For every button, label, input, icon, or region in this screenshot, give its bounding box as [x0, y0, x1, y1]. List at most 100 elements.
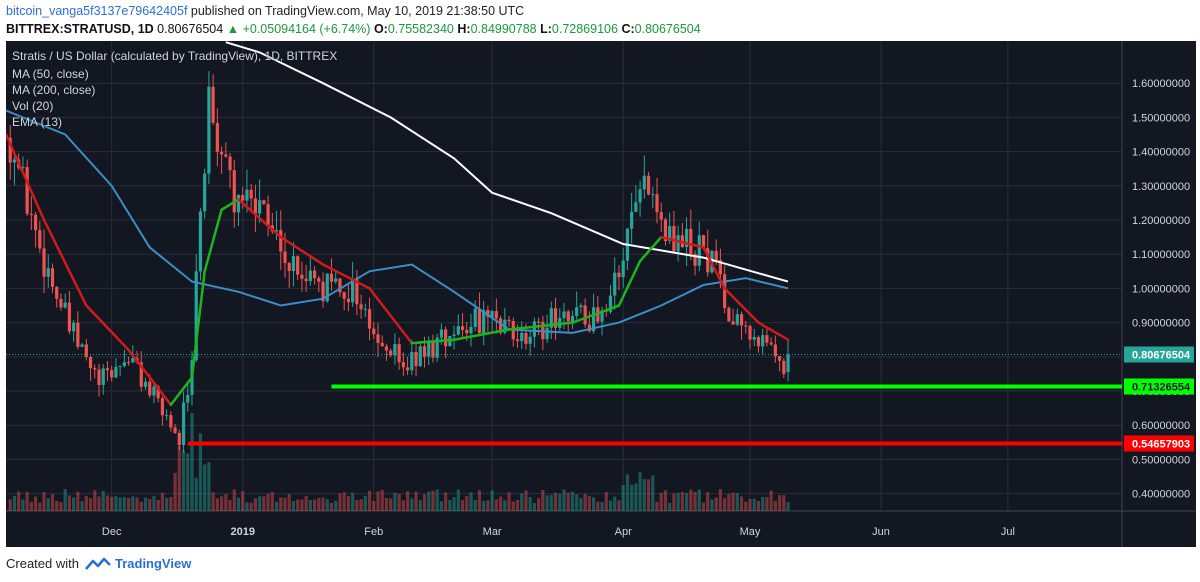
candle-body	[575, 307, 579, 316]
candle-body	[507, 319, 511, 322]
candle-body	[465, 329, 469, 334]
volume-bar	[215, 498, 219, 511]
volume-bar	[435, 489, 439, 511]
candle-body	[786, 354, 790, 372]
candle-body	[549, 308, 553, 328]
candle-body	[300, 274, 304, 279]
legend-ma200[interactable]: MA (200, close)	[12, 83, 96, 97]
volume-bar	[520, 493, 524, 511]
volume-bar	[143, 497, 148, 511]
volume-bar	[232, 489, 236, 511]
volume-bar	[279, 497, 283, 511]
volume-bar	[701, 502, 706, 511]
volume-bar	[659, 492, 663, 511]
volume-bar	[431, 490, 435, 511]
y-tick-label: 1.40000000	[1132, 147, 1190, 159]
volume-bar	[532, 502, 537, 511]
candle-body	[482, 309, 486, 334]
candle-body	[317, 278, 321, 282]
candle-body	[693, 253, 697, 266]
candle-body	[236, 195, 241, 213]
price-label-bg	[1124, 435, 1194, 452]
candle-body	[169, 415, 173, 428]
volume-bar	[304, 496, 308, 511]
candle-body	[435, 337, 439, 358]
price-chart[interactable]: 0.400000000.500000000.600000000.70000000…	[6, 41, 1196, 547]
chart-panel[interactable]: 0.400000000.500000000.600000000.70000000…	[6, 41, 1196, 547]
legend-ema[interactable]: EMA (13)	[12, 115, 63, 129]
volume-bar	[101, 490, 105, 511]
author-link[interactable]: bitcoin_vanga5f3137e79642405f	[6, 4, 188, 18]
volume-bar	[706, 492, 710, 511]
volume-bar	[752, 498, 756, 511]
volume-bar	[765, 497, 769, 511]
candle-body	[756, 337, 761, 347]
volume-bar	[718, 489, 723, 511]
volume-bar	[181, 450, 186, 511]
y-tick-label: 1.60000000	[1132, 78, 1190, 90]
candle-body	[642, 175, 646, 190]
volume-bar	[482, 500, 486, 511]
volume-bar	[456, 489, 460, 511]
volume-bar	[710, 499, 714, 511]
volume-bar	[160, 492, 165, 511]
volume-bar	[448, 499, 452, 511]
candle-body	[88, 357, 93, 368]
candle-body	[101, 368, 105, 386]
candle-body	[118, 365, 122, 367]
candle-body	[139, 362, 143, 387]
candle-body	[494, 310, 498, 319]
volume-bar	[389, 498, 393, 511]
candle-body	[359, 304, 363, 310]
x-tick-label: Apr	[615, 526, 632, 538]
volume-bar	[634, 483, 638, 511]
volume-bar	[165, 497, 169, 511]
candle-body	[608, 295, 613, 312]
ema-segment	[757, 321, 790, 341]
volume-bar	[486, 500, 490, 511]
candles	[8, 71, 790, 453]
volume-bar	[173, 472, 177, 511]
legend-vol[interactable]: Vol (20)	[12, 99, 54, 113]
volume-bar	[84, 495, 88, 511]
tradingview-brand[interactable]: TradingView	[114, 556, 192, 571]
candle-body	[460, 326, 465, 330]
candle-body	[439, 329, 444, 338]
volume-bar	[308, 499, 312, 511]
volume-bar	[114, 496, 118, 511]
volume-bar	[786, 502, 790, 511]
legend-ma50[interactable]: MA (50, close)	[12, 67, 89, 81]
volume-bar	[558, 493, 562, 511]
candle-body	[748, 325, 752, 340]
volume-bar	[139, 501, 143, 511]
volume-bar	[422, 494, 427, 511]
candle-body	[769, 342, 773, 345]
candle-body	[228, 156, 232, 171]
candle-body	[110, 370, 114, 378]
candle-body	[570, 315, 575, 322]
volume-bar	[583, 493, 587, 511]
candle-body	[67, 302, 72, 332]
candle-body	[646, 175, 651, 195]
candle-body	[684, 228, 689, 248]
candle-body	[537, 321, 541, 323]
candle-body	[283, 251, 287, 263]
price-label-bg	[1124, 346, 1194, 363]
x-tick-label: Mar	[483, 526, 502, 538]
volume-bar	[773, 500, 777, 511]
volume-bar	[317, 497, 321, 511]
candle-body	[638, 189, 642, 203]
volume-bar	[465, 496, 469, 511]
candle-body	[587, 324, 591, 332]
candle-body	[668, 225, 672, 242]
volume-bar	[418, 500, 422, 511]
candle-body	[334, 278, 338, 282]
volume-bar	[118, 497, 122, 511]
volume-bar	[575, 494, 579, 511]
volume-bar	[198, 433, 203, 511]
candle-body	[545, 327, 549, 340]
candle-body	[498, 318, 503, 333]
volume-bar	[494, 499, 498, 511]
candle-body	[579, 305, 583, 308]
volume-bar	[312, 499, 317, 511]
